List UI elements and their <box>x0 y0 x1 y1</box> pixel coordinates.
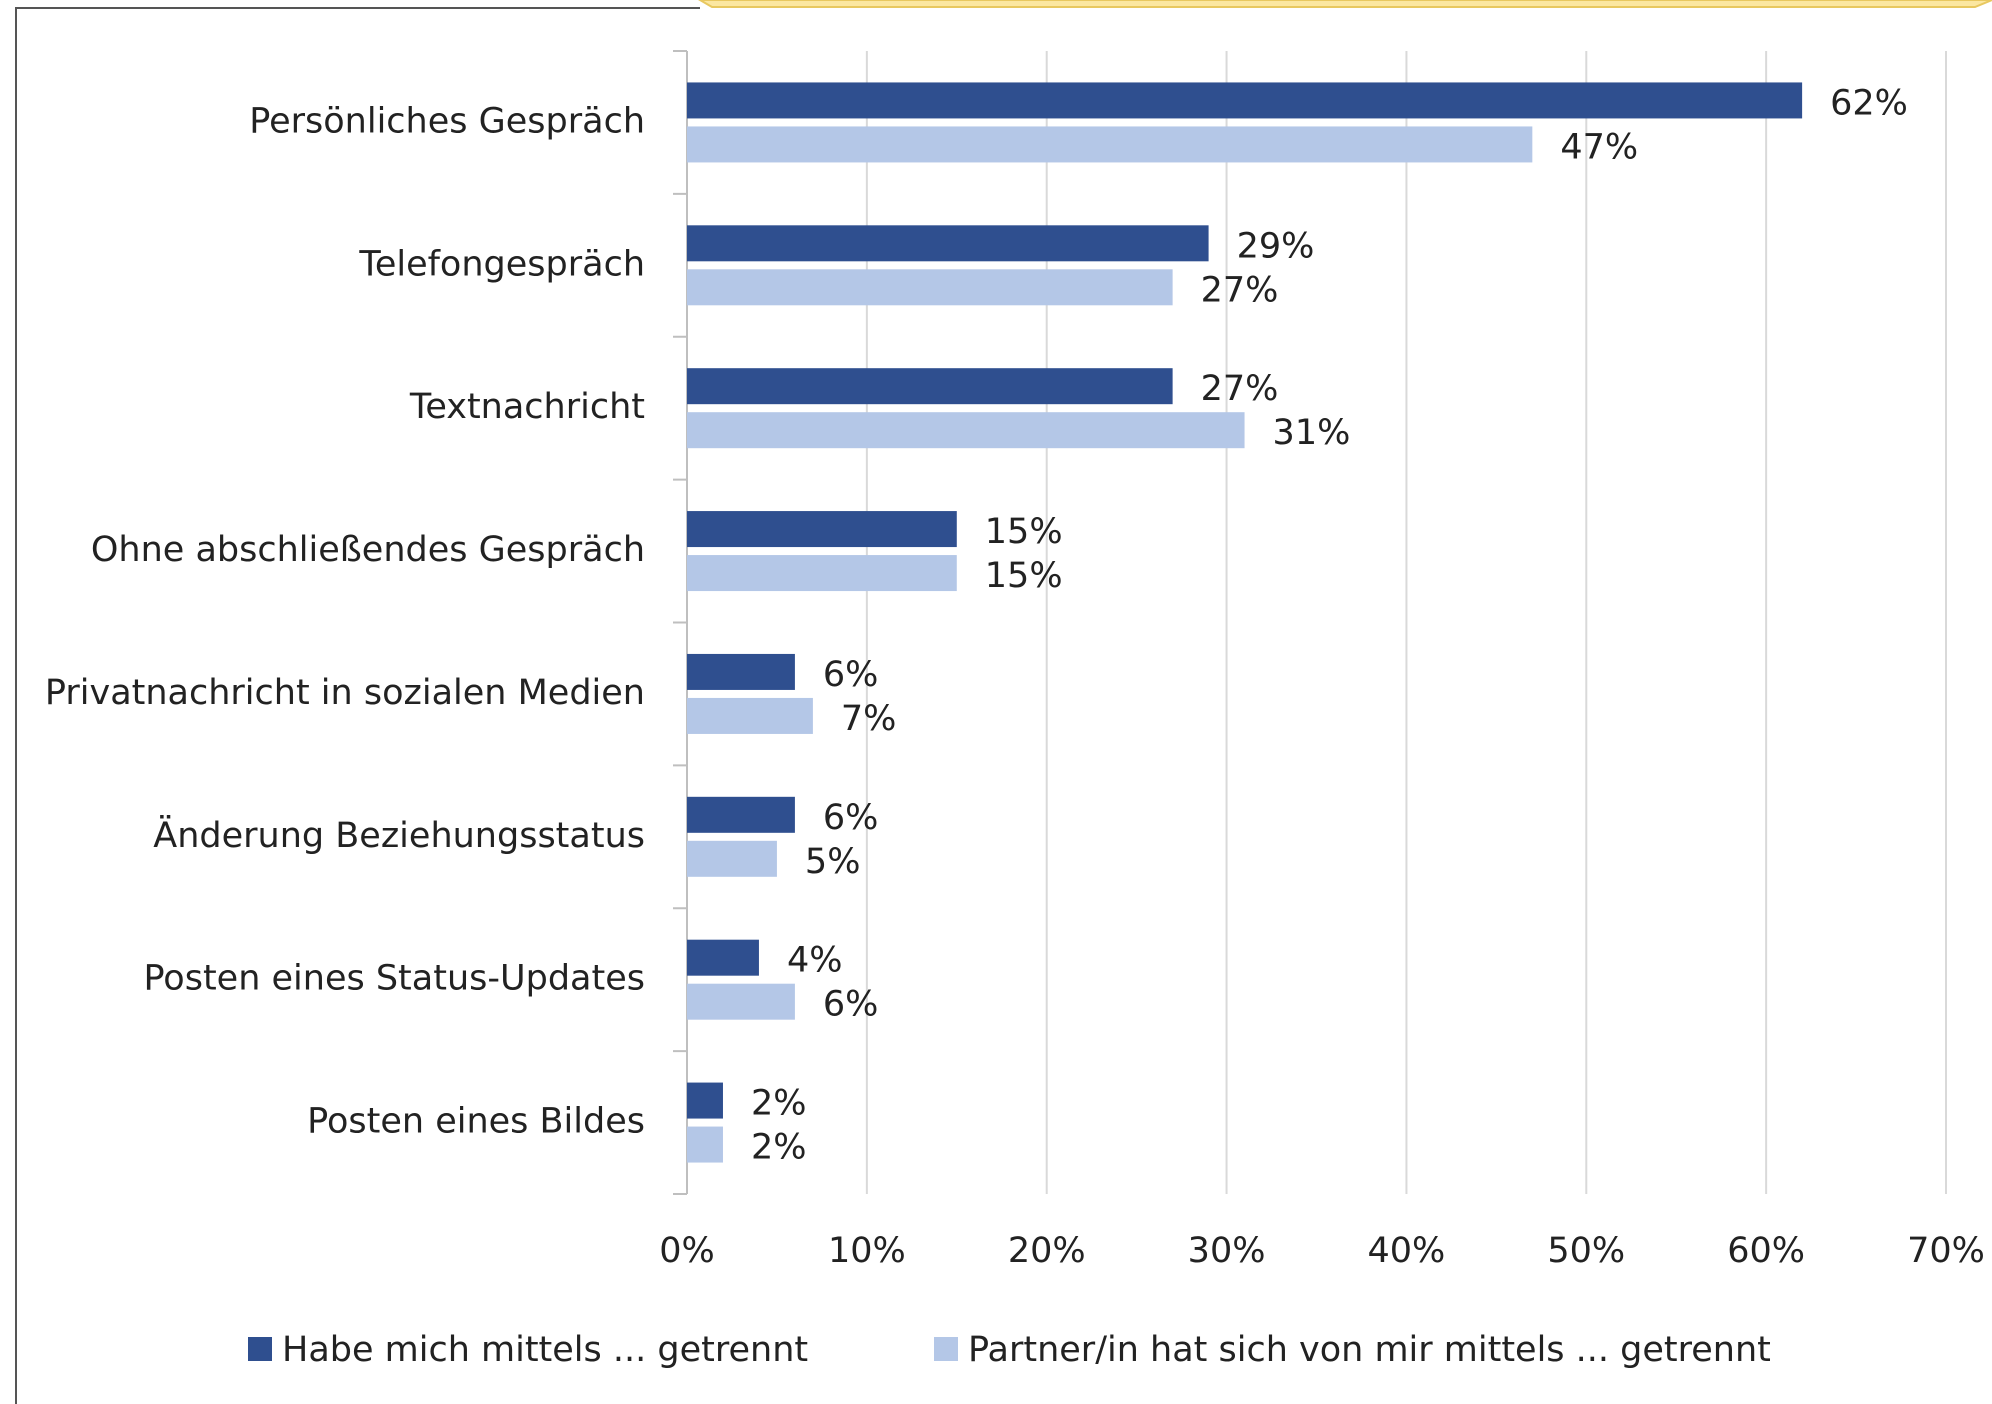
bar <box>687 939 759 976</box>
legend-label: Habe mich mittels ... getrennt <box>282 1330 808 1370</box>
data-label: 31% <box>1273 413 1351 453</box>
bar <box>687 225 1209 262</box>
data-label: 15% <box>985 556 1063 596</box>
y-tick-label: Telefongespräch <box>358 244 645 284</box>
y-tick-label: Posten eines Bildes <box>307 1102 645 1142</box>
data-label: 29% <box>1237 226 1315 266</box>
bar <box>687 269 1173 306</box>
data-label: 5% <box>805 842 861 882</box>
legend-label: Partner/in hat sich von mir mittels ... … <box>968 1330 1771 1370</box>
overlay-strip <box>698 0 1992 8</box>
bar <box>687 1126 723 1163</box>
bar <box>687 983 795 1020</box>
data-label: 47% <box>1560 127 1638 167</box>
x-tick-label: 0% <box>659 1231 715 1271</box>
y-tick-label: Textnachricht <box>409 387 645 427</box>
data-label: 6% <box>823 985 879 1025</box>
bar <box>687 555 957 592</box>
data-label: 7% <box>841 699 897 739</box>
data-label: 2% <box>751 1084 807 1124</box>
data-label: 27% <box>1201 369 1279 409</box>
legend-swatch <box>248 1337 272 1361</box>
x-tick-label: 70% <box>1907 1231 1985 1271</box>
data-label: 6% <box>823 798 879 838</box>
x-tick-label: 50% <box>1547 1231 1625 1271</box>
bar <box>687 82 1803 119</box>
x-tick-label: 20% <box>1008 1231 1086 1271</box>
x-tick-label: 10% <box>828 1231 906 1271</box>
bar <box>687 1082 723 1119</box>
bar <box>687 840 777 877</box>
y-tick-label: Änderung Beziehungsstatus <box>153 814 645 856</box>
y-tick-label: Persönliches Gespräch <box>249 101 645 141</box>
bar <box>687 796 795 833</box>
bar <box>687 697 813 734</box>
bar <box>687 368 1173 405</box>
frame <box>15 7 700 1404</box>
bar <box>687 126 1533 163</box>
x-tick-label: 40% <box>1368 1231 1446 1271</box>
data-label: 27% <box>1201 270 1279 310</box>
bar <box>687 511 957 548</box>
data-label: 4% <box>787 941 843 981</box>
data-label: 62% <box>1830 83 1908 123</box>
bar <box>687 653 795 690</box>
y-tick-label: Posten eines Status-Updates <box>143 959 645 999</box>
x-tick-label: 30% <box>1188 1231 1266 1271</box>
x-tick-label: 60% <box>1727 1231 1805 1271</box>
y-tick-label: Privatnachricht in sozialen Medien <box>45 673 645 713</box>
legend-swatch <box>934 1337 958 1361</box>
plot: 0% 10% 20% 30% 40% 50% 60% 70% Persönliches Gesp… <box>45 50 1985 1370</box>
data-label: 6% <box>823 655 879 695</box>
y-tick-label: Ohne abschließendes Gespräch <box>91 530 645 570</box>
data-label: 2% <box>751 1128 807 1168</box>
bar <box>687 412 1245 449</box>
data-label: 15% <box>985 512 1063 552</box>
